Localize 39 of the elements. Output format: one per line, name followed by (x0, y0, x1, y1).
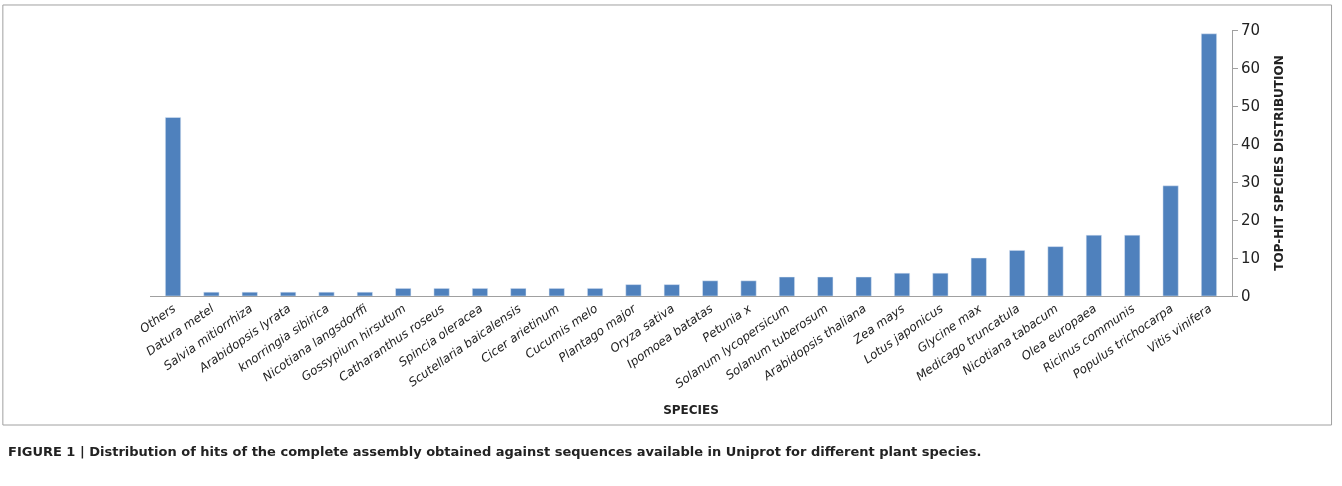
bar (702, 280, 719, 296)
bar (395, 288, 412, 296)
y-tick-label: 60 (1241, 59, 1261, 78)
bar (510, 288, 527, 296)
bar (356, 291, 373, 296)
bar (472, 288, 488, 296)
bar (932, 272, 949, 296)
bar (241, 291, 258, 296)
bar (625, 284, 642, 296)
y-tick-label: 70 (1241, 21, 1261, 40)
bar (165, 117, 181, 296)
bar (1085, 234, 1102, 296)
bar (779, 276, 795, 296)
bar (1047, 246, 1064, 296)
bar (855, 276, 872, 296)
caption: FIGURE 1 | Distribution of hits of the complete assembly obtained against sequences available in Uniprot for different plant species. (8, 444, 982, 459)
bar (970, 257, 987, 296)
bar (433, 288, 450, 296)
bar (894, 272, 910, 296)
bar (1201, 33, 1217, 296)
y-tick-label: 40 (1241, 135, 1261, 154)
bar (817, 276, 834, 296)
y-tick-label: 10 (1241, 249, 1261, 268)
bar (203, 291, 220, 296)
bar (548, 288, 565, 296)
y-tick-label: 30 (1241, 173, 1261, 192)
y-tick-label: 20 (1241, 211, 1261, 230)
bar (1162, 185, 1179, 296)
bar (1009, 250, 1026, 296)
bar (1124, 234, 1141, 296)
bar (663, 284, 680, 296)
bar (318, 291, 335, 296)
y-tick-label: 50 (1241, 97, 1261, 116)
bar (587, 288, 603, 296)
bar (280, 291, 297, 296)
x-axis-title: SPECIES (663, 402, 719, 417)
y-tick-label: 0 (1241, 287, 1251, 306)
y-axis-title: TOP-HIT SPECIES DISTRIBUTION (1271, 55, 1286, 271)
bar (740, 280, 757, 296)
